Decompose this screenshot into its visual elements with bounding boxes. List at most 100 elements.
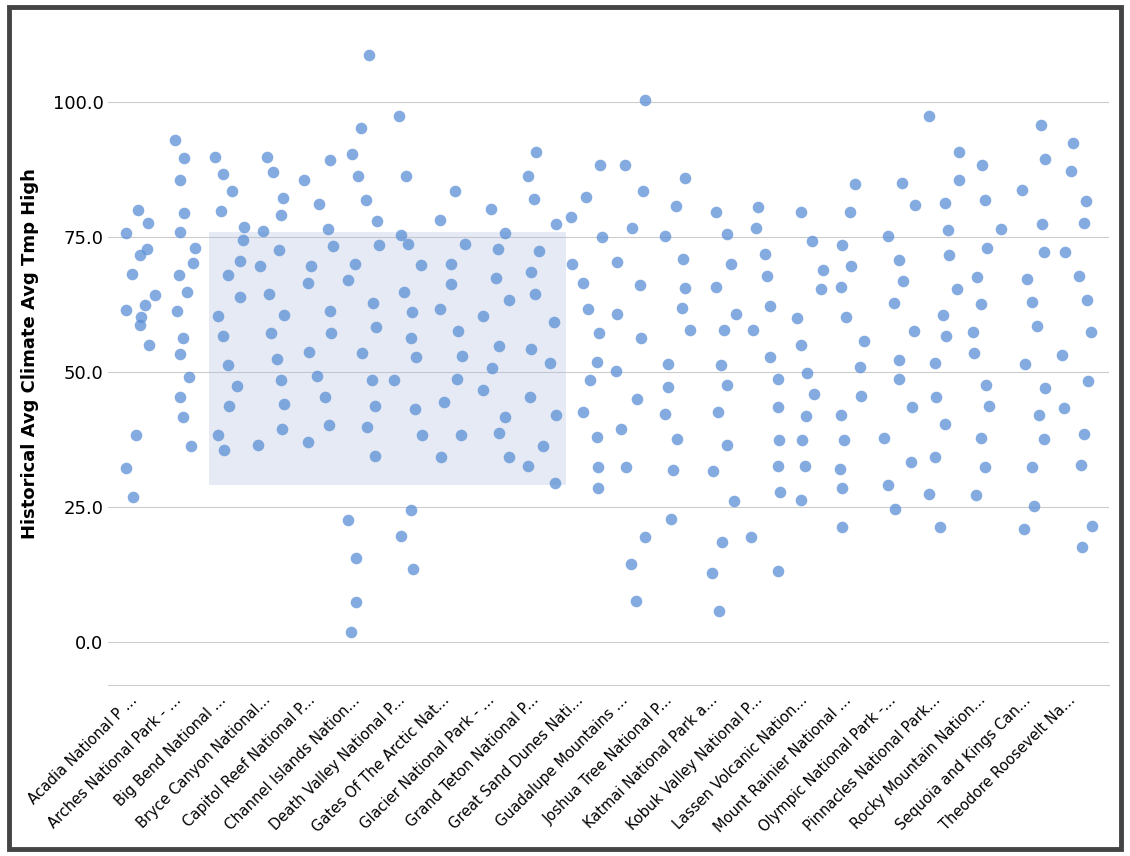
- Point: [1081, 325, 1099, 339]
- Point: [793, 433, 811, 447]
- Point: [368, 215, 386, 229]
- Point: [258, 150, 276, 163]
- Point: [392, 529, 410, 543]
- Point: [681, 324, 699, 337]
- Point: [886, 502, 904, 515]
- Point: [633, 330, 651, 344]
- Point: [140, 338, 158, 352]
- Point: [364, 296, 382, 310]
- Point: [321, 304, 339, 318]
- Point: [524, 192, 542, 205]
- Point: [118, 303, 136, 317]
- Point: [367, 320, 385, 334]
- Point: [905, 198, 923, 211]
- Point: [655, 407, 673, 421]
- Point: [975, 460, 993, 473]
- Point: [622, 556, 640, 570]
- Point: [272, 422, 290, 436]
- Point: [251, 259, 269, 272]
- Point: [399, 237, 417, 251]
- Point: [138, 242, 156, 256]
- Point: [483, 361, 501, 375]
- Point: [446, 184, 464, 198]
- Point: [316, 389, 334, 403]
- Point: [973, 158, 991, 172]
- Point: [1054, 401, 1072, 414]
- Point: [803, 234, 822, 247]
- Point: [811, 282, 829, 296]
- Point: [1031, 408, 1049, 422]
- Point: [718, 228, 736, 241]
- Point: [636, 531, 654, 544]
- Point: [351, 121, 370, 134]
- Point: [815, 264, 833, 277]
- Point: [186, 241, 205, 255]
- Point: [487, 271, 505, 285]
- Point: [562, 211, 580, 224]
- Point: [174, 410, 192, 424]
- Point: [938, 330, 956, 343]
- Point: [519, 460, 537, 473]
- Point: [1032, 118, 1050, 132]
- Point: [124, 490, 142, 503]
- Point: [396, 285, 414, 299]
- Point: [170, 268, 188, 282]
- Point: [365, 399, 383, 413]
- Point: [132, 310, 150, 324]
- Point: [357, 420, 375, 434]
- Point: [890, 253, 909, 267]
- Point: [118, 461, 136, 475]
- Point: [123, 268, 141, 282]
- Point: [792, 338, 810, 352]
- Point: [385, 373, 403, 387]
- Point: [927, 356, 945, 370]
- Point: [1062, 163, 1080, 177]
- Point: [171, 225, 189, 239]
- Point: [407, 401, 425, 415]
- Point: [657, 229, 675, 243]
- Point: [927, 390, 945, 404]
- Point: [878, 478, 896, 491]
- Point: [889, 354, 907, 367]
- Point: [579, 303, 597, 317]
- Point: [390, 110, 408, 123]
- Point: [576, 190, 594, 204]
- Point: [1075, 217, 1093, 230]
- Point: [703, 567, 721, 580]
- Point: [392, 228, 410, 241]
- Point: [412, 259, 431, 272]
- Point: [363, 373, 381, 387]
- Point: [1018, 271, 1036, 285]
- Point: [832, 280, 850, 294]
- Point: [311, 197, 329, 211]
- Point: [616, 158, 634, 171]
- Point: [496, 410, 514, 424]
- Point: [519, 169, 537, 182]
- Point: [1070, 270, 1088, 283]
- Point: [223, 184, 241, 198]
- Point: [501, 294, 519, 307]
- Point: [473, 383, 492, 397]
- Point: [209, 309, 227, 323]
- Point: [835, 433, 853, 447]
- Point: [798, 366, 816, 380]
- Point: [842, 259, 860, 273]
- Point: [593, 230, 611, 244]
- Point: [118, 227, 136, 241]
- Point: [214, 167, 232, 181]
- Point: [172, 390, 190, 404]
- Point: [770, 564, 788, 578]
- Point: [1016, 357, 1034, 371]
- Point: [589, 461, 607, 474]
- Point: [342, 147, 360, 161]
- Point: [175, 206, 193, 220]
- Point: [710, 604, 728, 618]
- Point: [405, 562, 423, 575]
- Point: [366, 449, 384, 462]
- Point: [608, 255, 626, 269]
- Point: [744, 324, 762, 337]
- Point: [235, 220, 253, 234]
- Point: [770, 401, 788, 414]
- Point: [546, 476, 564, 490]
- Point: [920, 487, 938, 501]
